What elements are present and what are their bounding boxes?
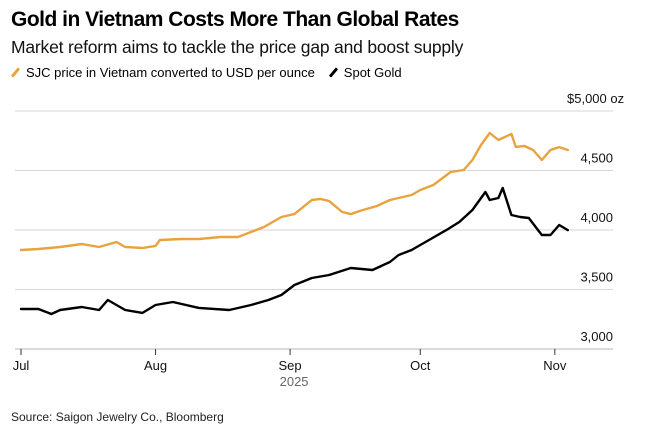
x-tick-label: Oct	[410, 358, 431, 373]
chart-subtitle: Market reform aims to tackle the price g…	[11, 37, 464, 57]
y-tick-label: 4,500	[580, 151, 613, 166]
legend-label-sjc: SJC price in Vietnam converted to USD pe…	[26, 65, 315, 80]
y-tick-label: 3,500	[580, 270, 613, 285]
x-tick-label: Nov	[543, 358, 567, 373]
y-tick-label: 4,000	[580, 210, 613, 225]
legend-label-spot-gold: Spot Gold	[343, 65, 402, 80]
y-tick-label: $5,000 oz	[567, 91, 624, 106]
source-note: Source: Saigon Jewelry Co., Bloomberg	[11, 410, 224, 424]
series-line-sjc	[19, 131, 569, 252]
legend: SJC price in Vietnam converted to USD pe…	[10, 65, 416, 80]
series-line-spot-gold	[19, 186, 569, 316]
x-tick-label: Jul	[13, 358, 30, 373]
chart-title: Gold in Vietnam Costs More Than Global R…	[11, 8, 459, 31]
x-tick-label: Aug	[144, 358, 167, 373]
x-axis-year-label: 2025	[280, 374, 309, 389]
legend-item-spot-gold: Spot Gold	[328, 65, 402, 80]
x-tick-label: Sep	[279, 358, 302, 373]
legend-item-sjc: SJC price in Vietnam converted to USD pe…	[10, 65, 315, 80]
y-tick-label: 3,000	[580, 329, 613, 344]
